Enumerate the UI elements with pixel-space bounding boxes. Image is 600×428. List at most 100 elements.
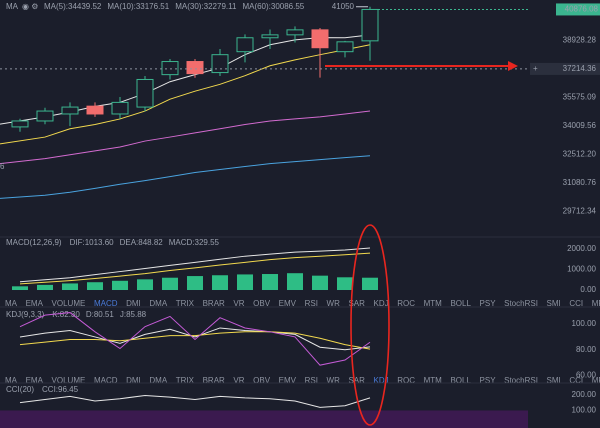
candle-body <box>336 41 354 53</box>
indicator-tab[interactable]: BOLL <box>450 376 471 385</box>
indicator-tab[interactable]: PSY <box>480 376 497 385</box>
y-tick-label: 38928.28 <box>563 35 597 44</box>
candle-body <box>161 61 179 76</box>
macd-bar <box>237 274 253 291</box>
indicator-line <box>19 395 371 408</box>
indicator-tab[interactable]: MTM <box>424 299 443 308</box>
indicator-tab[interactable]: RSI <box>305 299 318 308</box>
indicator-tab[interactable]: WR <box>327 376 341 385</box>
y-tick-label: 100.00 <box>572 319 597 328</box>
indicator-tab[interactable]: VR <box>233 376 244 385</box>
indicator-tab[interactable]: DMI <box>126 299 141 308</box>
red-arrow-head <box>508 61 518 71</box>
macd-bar <box>312 275 328 291</box>
indicator-tab[interactable]: KDJ <box>374 376 389 385</box>
macd-bar <box>262 274 278 291</box>
macd-bar <box>337 277 353 291</box>
candle-body <box>236 37 254 53</box>
legend-entry: MACD:329.55 <box>169 238 220 247</box>
indicator-tab[interactable]: ROC <box>397 376 415 385</box>
y-tick-label: 31080.76 <box>563 178 597 187</box>
legend-entry: MA(5):34439.52 <box>44 2 102 11</box>
cci-band <box>0 410 528 428</box>
indicator-tab[interactable]: SAR <box>348 299 365 308</box>
indicator-tab[interactable]: CCI <box>569 299 583 308</box>
candle-body <box>211 54 229 74</box>
indicator-tab[interactable]: ROC <box>397 299 415 308</box>
indicator-tab[interactable]: OBV <box>253 299 271 308</box>
macd-bar <box>362 277 378 291</box>
indicator-tab[interactable]: MACD <box>94 299 118 308</box>
indicator-tab[interactable]: OBV <box>253 376 271 385</box>
legend-title: CCI(20) <box>6 385 34 394</box>
indicator-tab[interactable]: MFI <box>592 299 600 308</box>
candle-body <box>186 61 204 75</box>
indicator-tab[interactable]: SMI <box>547 376 561 385</box>
y-tick-label: 29712.34 <box>563 207 597 216</box>
indicator-tab[interactable]: MA <box>5 376 18 385</box>
indicator-line <box>19 312 371 366</box>
macd-bar <box>137 279 153 291</box>
red-circle <box>350 224 390 426</box>
indicator-tab[interactable]: StochRSI <box>504 299 538 308</box>
indicator-tab[interactable]: StochRSI <box>504 376 538 385</box>
macd-bar <box>162 277 178 291</box>
macd-bar <box>187 276 203 291</box>
indicator-tab[interactable]: BRAR <box>203 376 225 385</box>
indicator-tab[interactable]: TRIX <box>176 299 195 308</box>
candle-body <box>36 110 54 122</box>
indicator-tab[interactable]: KDJ <box>374 299 389 308</box>
indicator-tab[interactable]: RSI <box>305 376 318 385</box>
indicator-tab[interactable]: VOLUME <box>52 299 86 308</box>
indicator-tab[interactable]: MTM <box>424 376 443 385</box>
indicator-tab[interactable]: CCI <box>569 376 583 385</box>
macd-bar <box>12 286 28 291</box>
macd-bar <box>62 283 78 291</box>
legend-entry: DEA:848.82 <box>120 238 164 247</box>
macd-bar <box>87 282 103 291</box>
legend-entry: MA(10):33176.51 <box>107 2 169 11</box>
legend-title: MA <box>6 2 19 11</box>
candle-body <box>111 101 129 115</box>
legend-title: KDJ(9,3,3) <box>6 310 45 319</box>
indicator-tab[interactable]: SMI <box>547 299 561 308</box>
indicator-tab[interactable]: DMA <box>149 376 167 385</box>
macd-bar <box>287 273 303 291</box>
candle-body <box>286 29 304 36</box>
indicator-tab[interactable]: BRAR <box>203 299 225 308</box>
indicator-tab[interactable]: PSY <box>480 299 497 308</box>
legend-entry: MA(30):32279.11 <box>175 2 237 11</box>
indicator-tab[interactable]: MACD <box>94 376 118 385</box>
eye-icon: ◉ ⚙ <box>22 2 38 11</box>
y-tick-label: 35575.09 <box>563 93 597 102</box>
y-tick-label: 32512.20 <box>563 150 597 159</box>
indicator-tab[interactable]: VOLUME <box>52 376 86 385</box>
indicator-tab[interactable]: WR <box>327 299 341 308</box>
candle-body <box>11 120 29 128</box>
indicator-tab[interactable]: EMA <box>26 299 44 308</box>
legend-entry: DIF:1013.60 <box>70 238 115 247</box>
indicator-tab[interactable]: EMA <box>26 376 44 385</box>
indicator-tab[interactable]: DMI <box>126 376 141 385</box>
indicator-tab[interactable]: SAR <box>348 376 365 385</box>
indicator-tab[interactable]: DMA <box>149 299 167 308</box>
legend-entry: MA(60):30086.55 <box>242 2 304 11</box>
indicator-tab[interactable]: BOLL <box>450 299 471 308</box>
y-tick-label: 80.00 <box>576 345 597 354</box>
legend-entry: K:82.30 <box>52 310 80 319</box>
legend-entry: D:80.51 <box>86 310 115 319</box>
candle-body <box>61 106 79 115</box>
indicator-tab[interactable]: VR <box>233 299 244 308</box>
indicator-tab[interactable]: TRIX <box>176 376 195 385</box>
indicator-tab[interactable]: MA <box>5 299 18 308</box>
indicator-line <box>0 110 371 165</box>
macd-bar <box>37 284 53 291</box>
indicator-line <box>19 252 371 285</box>
indicator-tab[interactable]: MFI <box>592 376 600 385</box>
indicator-tab[interactable]: EMV <box>279 376 297 385</box>
max-label: 41050 <box>332 2 355 11</box>
macd-bar <box>112 280 128 291</box>
indicator-tab[interactable]: EMV <box>279 299 297 308</box>
